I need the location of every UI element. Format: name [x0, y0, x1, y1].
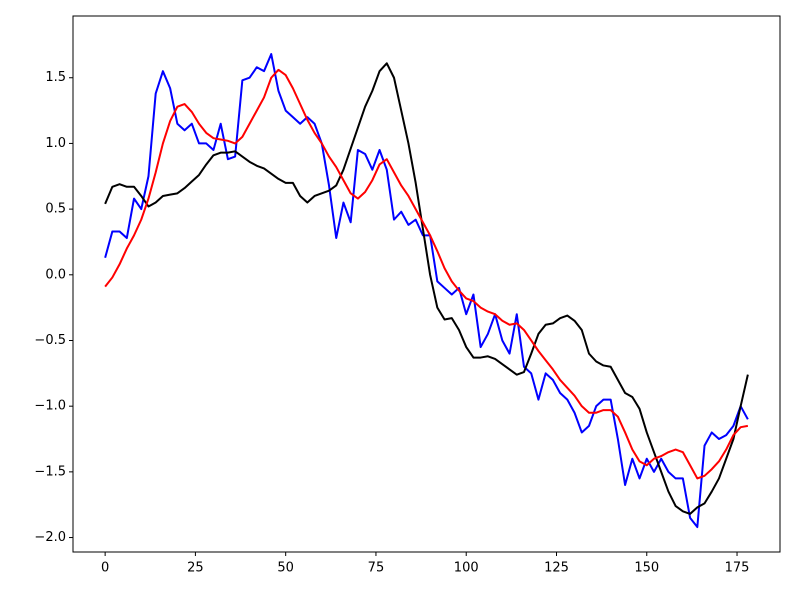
x-tick-label: 175: [725, 561, 750, 576]
x-tick-label: 150: [634, 561, 659, 576]
x-tick-label: 50: [277, 561, 294, 576]
line-series: [104, 53, 749, 529]
y-tick-label: 1.0: [45, 136, 66, 151]
line-series: [104, 62, 749, 515]
x-tick-label: 75: [368, 561, 385, 576]
x-tick-label: 100: [454, 561, 479, 576]
y-tick-label: −1.0: [34, 399, 66, 414]
line-series: [104, 68, 749, 480]
x-tick-label: 0: [101, 561, 109, 576]
y-tick-label: −1.5: [34, 464, 66, 479]
plot-frame: [72, 15, 781, 553]
y-tick-label: −2.0: [34, 530, 66, 545]
y-tick-label: −0.5: [34, 333, 66, 348]
y-tick-label: 0.0: [45, 267, 66, 282]
x-tick-label: 125: [544, 561, 569, 576]
y-tick-label: 0.5: [45, 202, 66, 217]
x-tick-label: 25: [187, 561, 204, 576]
y-tick-label: 1.5: [45, 70, 66, 85]
